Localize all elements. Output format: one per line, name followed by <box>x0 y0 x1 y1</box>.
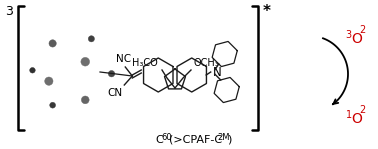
Text: $^1$O: $^1$O <box>345 108 364 127</box>
Circle shape <box>108 70 115 77</box>
Circle shape <box>50 102 56 108</box>
Circle shape <box>81 96 89 104</box>
Text: 2: 2 <box>359 25 365 35</box>
Text: OCH₃: OCH₃ <box>193 58 219 68</box>
Text: H₃CO: H₃CO <box>132 58 158 68</box>
Circle shape <box>88 36 94 42</box>
Text: 2: 2 <box>359 105 365 115</box>
Circle shape <box>30 67 35 73</box>
Text: CN: CN <box>107 88 122 98</box>
Text: N: N <box>213 66 222 79</box>
Text: $^3$O: $^3$O <box>345 28 364 47</box>
Text: *: * <box>263 4 271 19</box>
Text: C: C <box>155 135 163 145</box>
Text: ): ) <box>227 135 231 145</box>
Circle shape <box>45 77 53 85</box>
Text: 3: 3 <box>5 5 13 18</box>
Text: NC: NC <box>116 54 131 64</box>
Text: 2M: 2M <box>217 133 229 142</box>
Circle shape <box>81 57 90 66</box>
Circle shape <box>49 40 56 47</box>
Text: (>CPAF-C: (>CPAF-C <box>169 135 222 145</box>
Text: 60: 60 <box>161 133 172 142</box>
